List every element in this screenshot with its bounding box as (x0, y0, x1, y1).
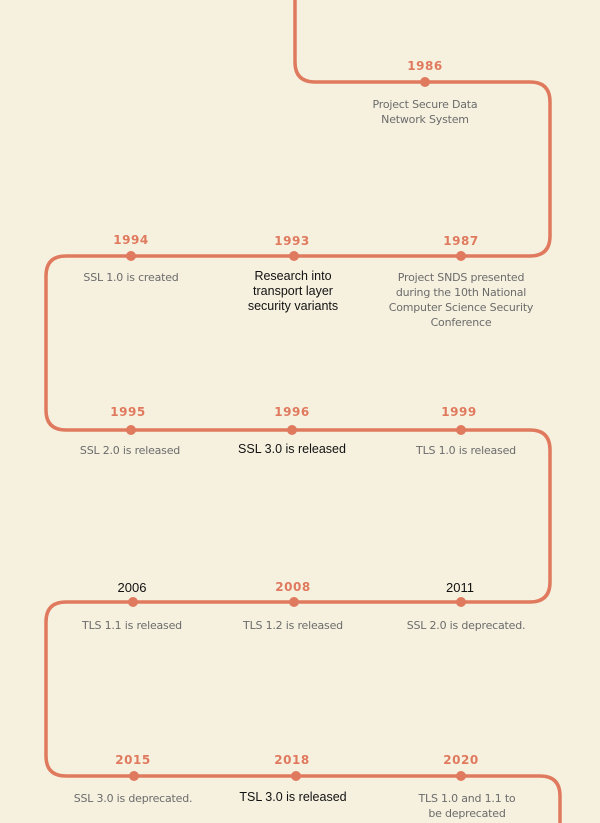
event-description: TLS 1.2 is released (243, 619, 343, 632)
event-description: TLS 1.1 is released (82, 619, 182, 632)
timeline-dot-2020 (456, 771, 466, 781)
event-description: SSL 2.0 is deprecated. (406, 619, 526, 632)
event-description: SSL 3.0 is deprecated. (73, 792, 193, 805)
timeline-dot-2008 (289, 597, 299, 607)
timeline-dot-1995 (126, 425, 136, 435)
event-year: 1994 (113, 233, 149, 247)
event-description: Research into transport layer security v… (247, 269, 339, 313)
event-description: TSL 3.0 is released (239, 790, 347, 804)
event-description: TLS 1.0 is released (416, 444, 516, 457)
timeline-dot-1999 (456, 425, 466, 435)
timeline-dot-2015 (129, 771, 139, 781)
event-description: SSL 1.0 is created (83, 271, 179, 284)
timeline-dot-1993 (289, 251, 299, 261)
event-year: 1999 (441, 405, 477, 419)
event-year: 2015 (115, 753, 151, 767)
timeline-dot-1994 (126, 251, 136, 261)
timeline-dot-1987 (456, 251, 466, 261)
timeline-dot-2011 (456, 597, 466, 607)
event-description: SSL 3.0 is released (238, 442, 346, 456)
timeline-dot-2006 (128, 597, 138, 607)
event-year: 1987 (443, 234, 479, 248)
timeline-dot-1996 (287, 425, 297, 435)
event-year: 2006 (117, 580, 147, 595)
event-description: Project SNDS presented during the 10th N… (388, 271, 534, 329)
event-year: 2011 (446, 580, 474, 595)
event-description: SSL 2.0 is released (79, 444, 181, 457)
event-year: 2018 (274, 753, 310, 767)
timeline-dot-2018 (291, 771, 301, 781)
event-year: 1995 (110, 405, 146, 419)
event-description: Project Secure Data Network System (372, 98, 478, 126)
event-year: 2008 (275, 580, 311, 594)
event-year: 1993 (274, 234, 310, 248)
event-year: 1986 (407, 59, 443, 73)
event-description: TLS 1.0 and 1.1 to be deprecated (418, 792, 516, 820)
timeline-dot-1986 (420, 77, 430, 87)
event-year: 1996 (274, 405, 310, 419)
event-year: 2020 (443, 753, 479, 767)
